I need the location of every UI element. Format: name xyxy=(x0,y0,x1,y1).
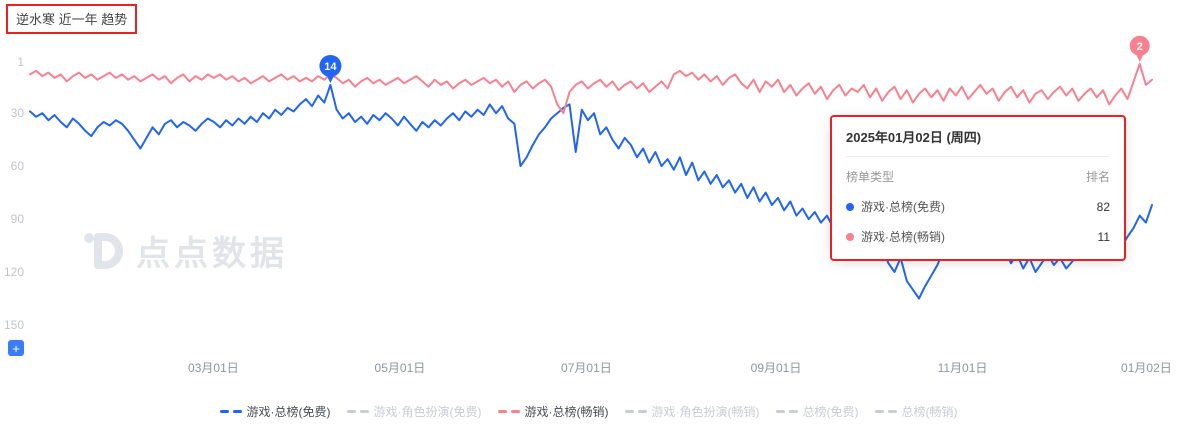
tooltip-row-free: 游戏·总榜(免费) 82 xyxy=(846,198,1110,215)
tooltip-row-label: 游戏·总榜(畅销) xyxy=(861,230,945,244)
x-axis-label: 05月01日 xyxy=(375,361,426,375)
tooltip-header: 榜单类型 排名 xyxy=(846,168,1110,185)
legend-item-2[interactable]: 游戏·总榜(畅销) xyxy=(497,403,609,420)
tooltip-row-grossing: 游戏·总榜(畅销) 11 xyxy=(846,228,1110,245)
marker-badge xyxy=(319,54,342,77)
x-axis-label: 07月01日 xyxy=(561,361,612,375)
y-axis-label: 150 xyxy=(4,318,24,332)
legend-label: 游戏·总榜(畅销) xyxy=(524,405,609,419)
legend-label: 游戏·角色扮演(畅销) xyxy=(651,405,760,419)
x-axis-label: 03月01日 xyxy=(188,361,239,375)
x-axis-label: 09月01日 xyxy=(751,361,802,375)
legend-label: 游戏·角色扮演(免费) xyxy=(373,405,482,419)
y-axis-label: 30 xyxy=(11,106,25,120)
marker-pointer xyxy=(326,74,335,83)
page-title: 逆水寒 近一年 趋势 xyxy=(6,4,138,34)
legend-item-1[interactable]: 游戏·角色扮演(免费) xyxy=(346,403,482,420)
y-axis-label: 90 xyxy=(11,212,25,226)
legend-item-3[interactable]: 游戏·角色扮演(畅销) xyxy=(624,403,760,420)
legend-line-icon xyxy=(874,410,897,413)
legend-line-icon xyxy=(219,410,242,413)
marker-label: 14 xyxy=(324,61,337,73)
series-line-1 xyxy=(29,62,1153,115)
diandian-logo-icon xyxy=(84,232,123,269)
legend: 游戏·总榜(免费) 游戏·角色扮演(免费) 游戏·总榜(畅销) 游戏·角色扮演(畅销)… xyxy=(0,403,1177,420)
legend-item-4[interactable]: 总榜(免费) xyxy=(775,403,859,420)
legend-item-0[interactable]: 游戏·总榜(免费) xyxy=(219,403,331,420)
page-title-text: 逆水寒 近一年 趋势 xyxy=(16,12,128,27)
legend-item-5[interactable]: 总榜(畅销) xyxy=(874,403,958,420)
legend-line-icon xyxy=(624,410,647,413)
marker-label: 2 xyxy=(1137,41,1143,53)
tooltip-col-type: 榜单类型 xyxy=(846,170,895,184)
tooltip-date: 2025年01月02日 (周四) xyxy=(846,127,1110,157)
legend-label: 总榜(畅销) xyxy=(901,405,958,419)
series-dot-grossing-icon xyxy=(846,232,854,241)
tooltip-col-rank: 排名 xyxy=(1085,170,1110,184)
x-axis-label: 11月01日 xyxy=(938,361,988,375)
marker-pointer xyxy=(1135,53,1144,62)
legend-label: 总榜(免费) xyxy=(802,405,859,419)
watermark: 点点数据 xyxy=(80,226,288,275)
zoom-add-button[interactable]: + xyxy=(8,340,24,356)
watermark-text: 点点数据 xyxy=(136,235,288,273)
y-axis-label: 60 xyxy=(11,159,25,173)
x-axis-label: 01月02日 xyxy=(1121,361,1172,375)
y-axis-label: 120 xyxy=(4,265,24,279)
tooltip: 2025年01月02日 (周四) 榜单类型 排名 游戏·总榜(免费) 82 游戏… xyxy=(830,115,1126,261)
tooltip-row-value: 82 xyxy=(1096,199,1110,214)
series-dot-free-icon xyxy=(846,202,854,211)
tooltip-row-label: 游戏·总榜(免费) xyxy=(861,200,945,214)
y-axis-label: 1 xyxy=(17,55,24,69)
legend-label: 游戏·总榜(免费) xyxy=(246,405,331,419)
tooltip-row-value: 11 xyxy=(1097,229,1110,244)
legend-line-icon xyxy=(775,410,798,413)
marker-badge xyxy=(1129,35,1150,56)
legend-line-icon xyxy=(346,410,369,413)
legend-line-icon xyxy=(497,410,520,413)
